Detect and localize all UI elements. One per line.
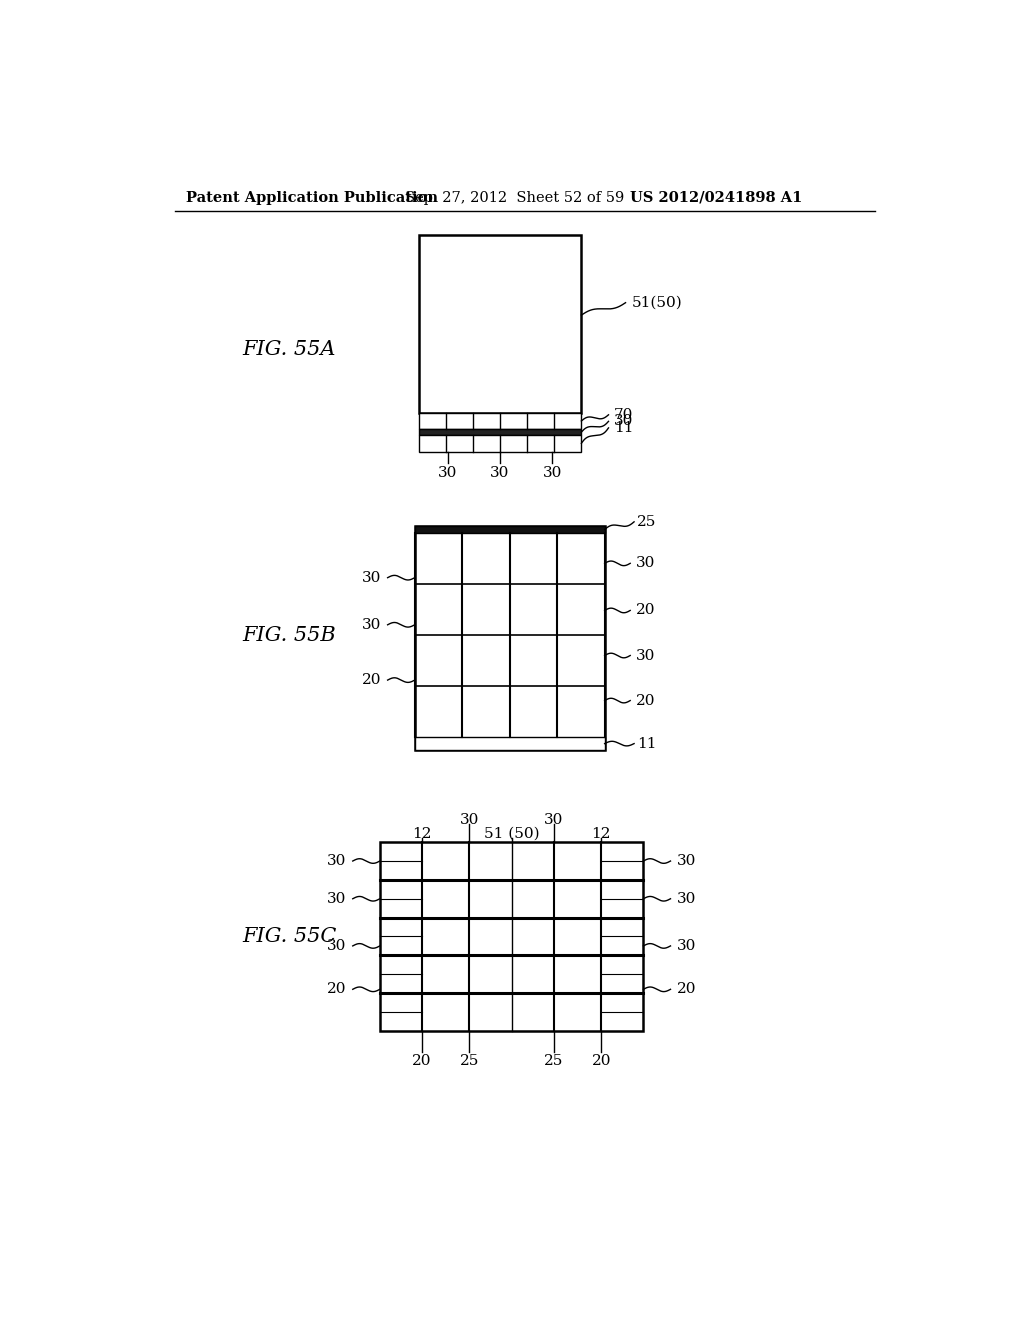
- Text: 11: 11: [614, 421, 634, 434]
- Text: 30: 30: [460, 813, 479, 826]
- Text: 20: 20: [636, 693, 655, 708]
- Bar: [419, 412, 582, 429]
- Text: 51 (50): 51 (50): [483, 826, 540, 841]
- Text: 30: 30: [438, 466, 458, 479]
- Text: 12: 12: [413, 826, 432, 841]
- Text: Patent Application Publication: Patent Application Publication: [186, 191, 438, 205]
- Text: FIG. 55B: FIG. 55B: [243, 626, 337, 645]
- Text: 30: 30: [636, 648, 655, 663]
- Text: 25: 25: [544, 1053, 563, 1068]
- Text: 20: 20: [361, 673, 381, 688]
- Bar: [415, 527, 604, 533]
- Text: 20: 20: [592, 1053, 611, 1068]
- Text: 20: 20: [677, 982, 696, 997]
- Text: 30: 30: [614, 414, 633, 429]
- Text: 30: 30: [328, 939, 346, 953]
- Bar: [380, 842, 643, 1031]
- Text: 25: 25: [460, 1053, 479, 1068]
- Text: 30: 30: [362, 570, 381, 585]
- Text: 20: 20: [636, 603, 655, 618]
- Text: 20: 20: [327, 982, 346, 997]
- Text: 30: 30: [490, 466, 510, 479]
- Text: FIG. 55A: FIG. 55A: [243, 339, 336, 359]
- Text: 20: 20: [413, 1053, 432, 1068]
- Bar: [415, 738, 604, 750]
- Text: 30: 30: [362, 618, 381, 632]
- Text: 30: 30: [543, 466, 562, 479]
- Bar: [419, 434, 582, 451]
- Bar: [419, 235, 582, 412]
- Text: 51(50): 51(50): [632, 296, 683, 310]
- Text: 30: 30: [328, 892, 346, 906]
- Text: 30: 30: [677, 939, 696, 953]
- Bar: [415, 527, 604, 750]
- Text: 30: 30: [677, 892, 696, 906]
- Text: 70: 70: [614, 408, 633, 422]
- Text: 30: 30: [544, 813, 563, 826]
- Text: 25: 25: [637, 515, 656, 529]
- Text: 30: 30: [636, 556, 655, 570]
- Text: 30: 30: [328, 854, 346, 869]
- Text: FIG. 55C: FIG. 55C: [243, 927, 337, 945]
- Text: US 2012/0241898 A1: US 2012/0241898 A1: [630, 191, 803, 205]
- Bar: [419, 429, 582, 434]
- Text: 30: 30: [677, 854, 696, 869]
- Text: Sep. 27, 2012  Sheet 52 of 59: Sep. 27, 2012 Sheet 52 of 59: [406, 191, 625, 205]
- Text: 11: 11: [637, 737, 656, 751]
- Text: 12: 12: [592, 826, 611, 841]
